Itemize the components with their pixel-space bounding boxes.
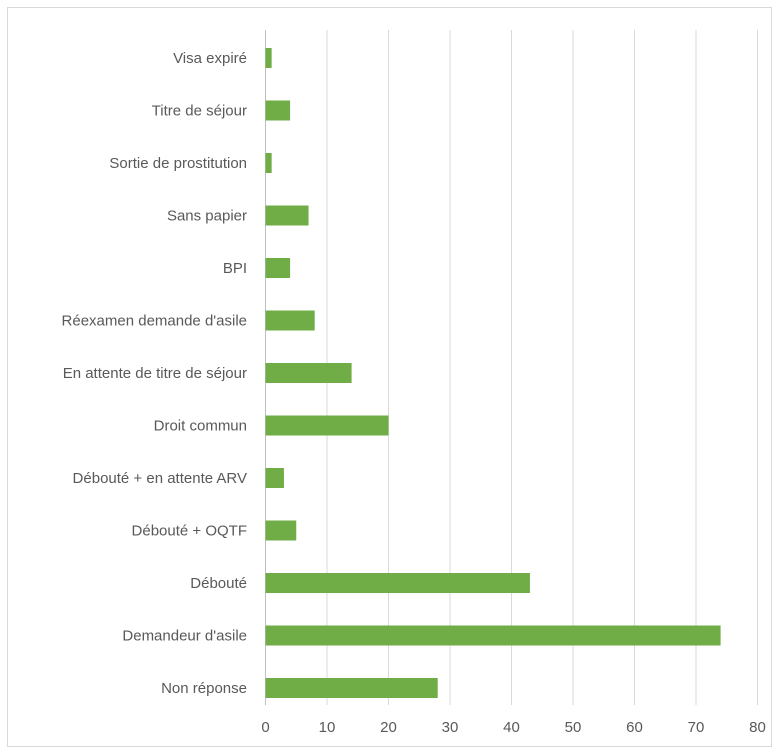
chart-frame <box>7 7 772 747</box>
gridlines <box>326 30 758 705</box>
x-tick-label: 20 <box>380 719 397 736</box>
bar <box>265 415 389 436</box>
bars <box>265 48 721 698</box>
bar <box>265 625 721 646</box>
bar <box>265 310 315 331</box>
category-label: Demandeur d'asile <box>122 628 247 645</box>
category-labels: Visa expiré Titre de séjour Sortie de pros… <box>62 50 247 697</box>
category-label: Titre de séjour <box>152 103 247 120</box>
category-label: Réexamen demande d'asile <box>62 313 247 330</box>
x-tick-label: 40 <box>503 719 520 736</box>
x-tick-label: 80 <box>749 719 766 736</box>
bar <box>265 100 291 121</box>
category-label: Sortie de prostitution <box>109 155 247 172</box>
x-tick-label: 60 <box>626 719 643 736</box>
bar <box>265 363 352 383</box>
x-tick-label: 30 <box>442 719 459 736</box>
category-label: Sans papier <box>167 208 247 225</box>
bar <box>265 573 530 593</box>
bar <box>265 258 291 278</box>
category-label: Débouté + OQTF <box>132 523 247 540</box>
bar <box>265 153 272 173</box>
bar <box>265 48 272 68</box>
category-label: Débouté <box>190 575 247 592</box>
category-label: BPI <box>223 260 247 277</box>
category-label: Visa expiré <box>173 50 247 67</box>
bar <box>265 468 284 488</box>
x-tick-labels: 0 10 20 30 40 50 60 70 80 <box>261 719 766 736</box>
category-label: Droit commun <box>154 418 247 435</box>
bar <box>265 520 297 541</box>
category-label: Non réponse <box>161 680 247 697</box>
bar <box>265 678 438 698</box>
x-tick-label: 10 <box>319 719 336 736</box>
x-tick-label: 70 <box>688 719 705 736</box>
category-label: Débouté + en attente ARV <box>73 470 247 487</box>
category-label: En attente de titre de séjour <box>63 365 247 382</box>
bar <box>265 205 309 226</box>
x-tick-label: 50 <box>565 719 582 736</box>
x-tick-label: 0 <box>261 719 269 736</box>
